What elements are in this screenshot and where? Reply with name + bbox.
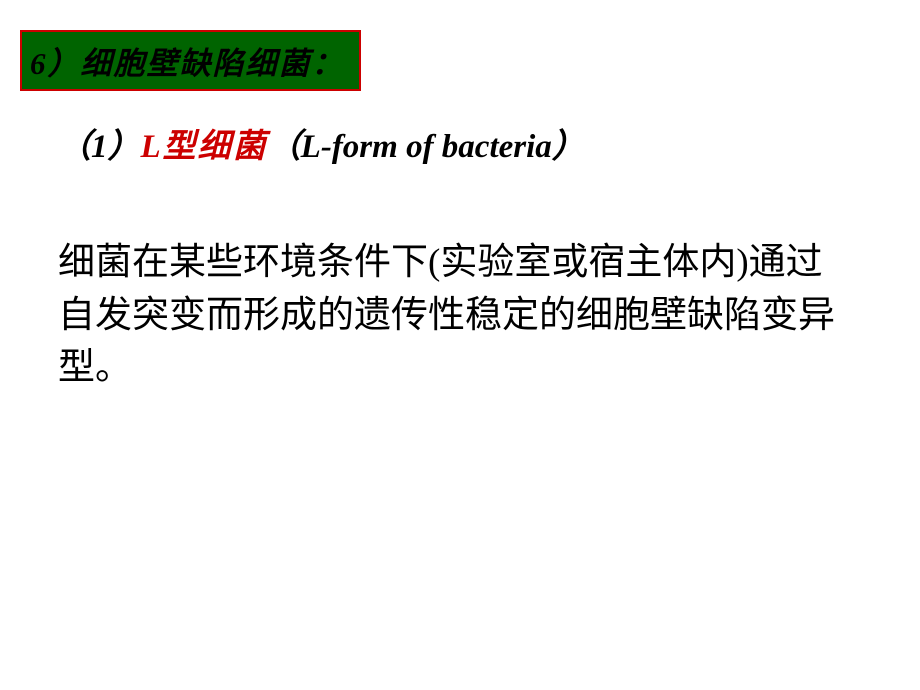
sub-heading-highlight: L型细菌 [141,129,268,165]
sub-heading-suffix: （L-form of bacteria） [268,129,585,165]
section-header-box: 6）细胞壁缺陷细菌： [20,30,361,91]
slide-container: 6）细胞壁缺陷细菌： （1）L型细菌（L-form of bacteria） 细… [0,0,920,690]
section-header-text: 6）细胞壁缺陷细菌： [30,46,345,81]
sub-heading-prefix: （1） [58,129,141,165]
body-paragraph: 细菌在某些环境条件下(实验室或宿主体内)通过自发突变而形成的遗传性稳定的细胞壁缺… [20,237,900,395]
sub-heading: （1）L型细菌（L-form of bacteria） [20,119,900,167]
